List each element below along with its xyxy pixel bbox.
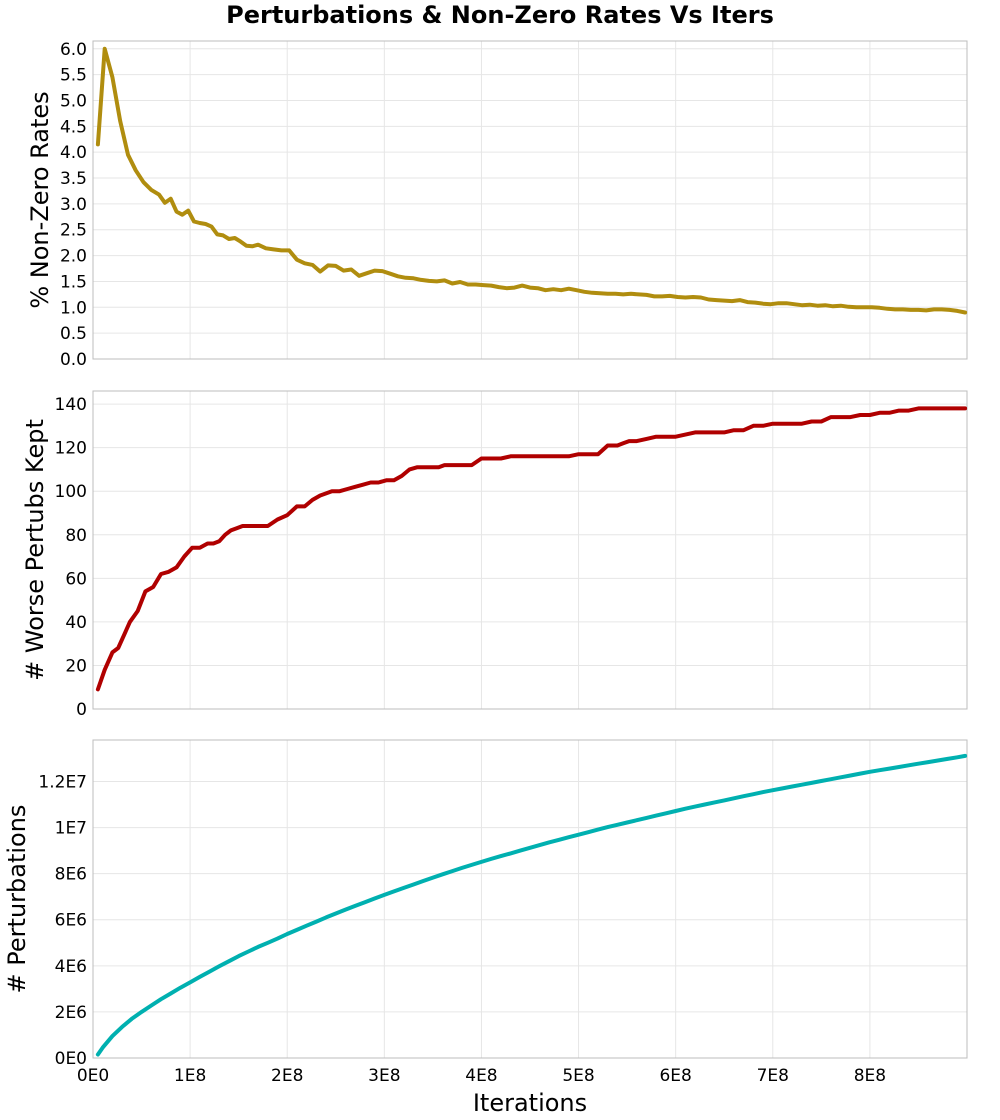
y-tick-label: 100 [55, 482, 87, 502]
y-tick-label: 4.0 [60, 143, 87, 163]
y-tick-label: 0 [76, 700, 87, 720]
y-tick-label: 2.0 [60, 247, 87, 267]
x-tick-label: 4E8 [465, 1066, 497, 1086]
y-tick-label: 8E6 [55, 865, 87, 885]
plot-frame [92, 40, 968, 360]
y-tick-label: 1.0 [60, 298, 87, 318]
series-line [95, 46, 968, 315]
x-axis-title: Iterations [473, 1089, 587, 1117]
y-tick-label: 140 [55, 395, 87, 415]
y-tick-label: 4.5 [60, 117, 87, 137]
y-axis-title: % Non-Zero Rates [26, 91, 54, 308]
y-tick-label: 1.5 [60, 272, 87, 292]
chart-title: Perturbations & Non-Zero Rates Vs Iters [226, 1, 774, 29]
series-line [95, 406, 968, 692]
x-tick-label: 5E8 [562, 1066, 594, 1086]
chart-panel-3: 0E0 2E6 4E6 6E6 8E6 1E7 1.2E7 # Perturbations 0E… [3, 739, 968, 1086]
y-tick-label: 5.0 [60, 91, 87, 111]
y-tick-label: 120 [55, 439, 87, 459]
y-tick-label: 6E6 [55, 911, 87, 931]
x-tick-label: 6E8 [659, 1066, 691, 1086]
y-axis-title: # Worse Pertubs Kept [21, 419, 49, 681]
y-tick-label: 20 [65, 656, 87, 676]
x-tick-label: 0E0 [77, 1066, 109, 1086]
chart-panel-1: 0.0 0.5 1.0 1.5 2.0 2.5 3.0 3.5 4.0 4.5 5.0 5.5 6.0%… [26, 40, 968, 370]
y-tick-label: 6.0 [60, 40, 87, 60]
x-tick-label: 3E8 [368, 1066, 400, 1086]
y-tick-label: 4E6 [55, 957, 87, 977]
y-tick-label: 1.2E7 [38, 772, 87, 792]
y-tick-label: 3.0 [60, 195, 87, 215]
x-tick-label: 8E8 [854, 1066, 886, 1086]
y-tick-label: 80 [65, 526, 87, 546]
x-tick-label: 1E8 [174, 1066, 206, 1086]
plot-frame [92, 739, 968, 1059]
x-tick-label: 2E8 [271, 1066, 303, 1086]
y-tick-label: 0.5 [60, 324, 87, 344]
y-tick-label: 2.5 [60, 221, 87, 241]
series-line [95, 753, 968, 1057]
y-tick-label: 40 [65, 613, 87, 633]
y-axis-title: # Perturbations [3, 805, 31, 994]
x-tick-label: 7E8 [757, 1066, 789, 1086]
y-tick-label: 5.5 [60, 66, 87, 86]
plot-frame [92, 390, 968, 710]
y-tick-label: 1E7 [55, 819, 87, 839]
chart-panel-2: 0 20 40 60 80 100 120 140 # Worse Pertubs Kept [21, 390, 968, 720]
y-tick-label: 3.5 [60, 169, 87, 189]
y-tick-label: 0.0 [60, 350, 87, 370]
y-tick-label: 2E6 [55, 1003, 87, 1023]
y-tick-label: 60 [65, 569, 87, 589]
y-tick-label: 0E0 [55, 1049, 87, 1069]
